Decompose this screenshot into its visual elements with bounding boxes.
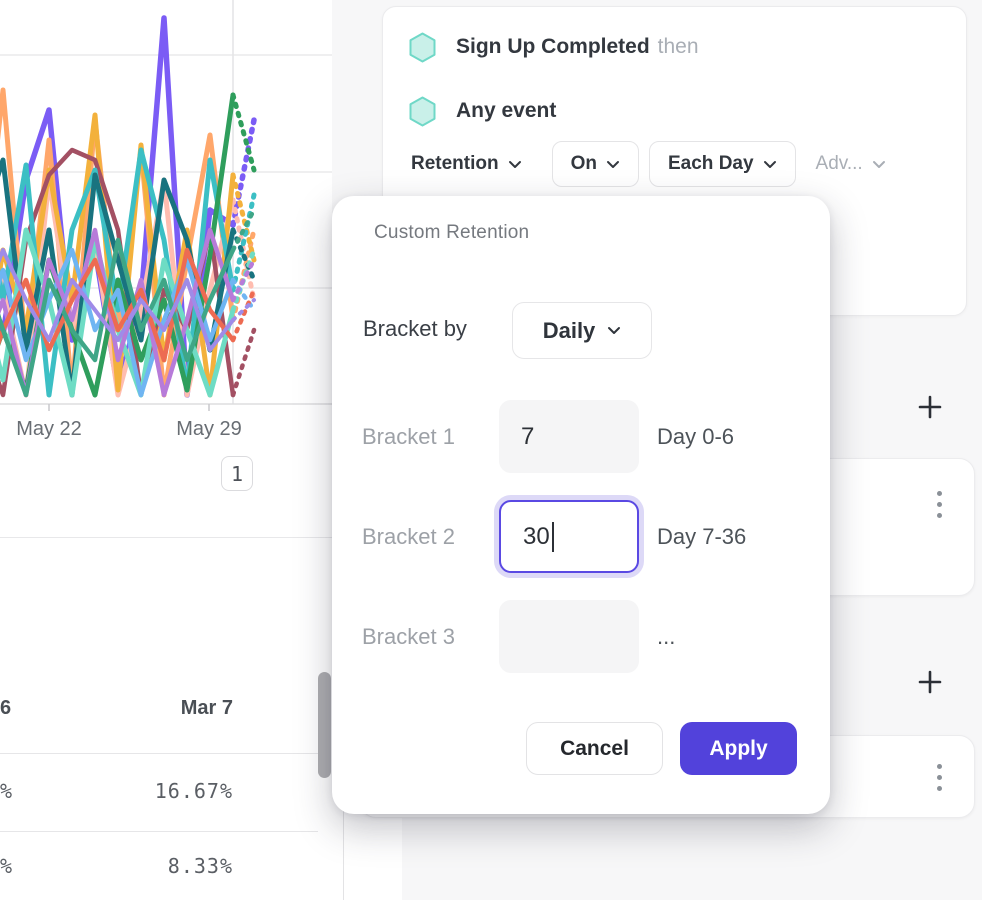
bracket-by-label: Bracket by bbox=[363, 316, 467, 341]
bracket-1-label: Bracket 1 bbox=[362, 423, 455, 449]
on-dropdown[interactable]: On bbox=[551, 141, 639, 187]
text-caret bbox=[551, 521, 554, 552]
kebab-menu-icon[interactable] bbox=[937, 764, 942, 791]
granularity-dropdown[interactable]: Each Day bbox=[649, 141, 796, 187]
bracket-3-label: Bracket 3 bbox=[362, 623, 455, 649]
funnel-step-1[interactable]: Sign Up Completed then bbox=[409, 31, 699, 63]
table-divider bbox=[0, 753, 318, 754]
step-event-name: Any event bbox=[456, 99, 557, 122]
x-axis-tick-label: May 22 bbox=[16, 418, 82, 440]
step-event-name: Sign Up Completed then bbox=[456, 35, 699, 58]
bracket-2-range: Day 7-36 bbox=[657, 523, 747, 549]
advanced-dropdown[interactable]: Adv... bbox=[816, 153, 886, 175]
table-cell-value: 8.33% bbox=[167, 854, 233, 878]
chart-series-lines bbox=[0, 15, 257, 398]
table-cell-partial: % bbox=[0, 779, 13, 803]
report-panel: May 22 May 29 1 6 Mar 7 % 16.67% % 8.33% bbox=[0, 0, 332, 900]
bracket-1-range: Day 0-6 bbox=[657, 423, 735, 449]
chevron-down-icon bbox=[763, 160, 776, 168]
measurement-dropdown[interactable]: Retention bbox=[401, 153, 532, 175]
retention-line-chart bbox=[0, 0, 332, 411]
cancel-button[interactable]: Cancel bbox=[526, 722, 663, 775]
step-connector: then bbox=[657, 35, 699, 58]
measurement-controls: Retention On Each Day Adv... bbox=[401, 141, 886, 187]
bracket-2-input[interactable]: 30 bbox=[499, 500, 639, 573]
modal-title: Custom Retention bbox=[374, 222, 530, 243]
bracket-by-dropdown[interactable]: Daily bbox=[512, 302, 652, 359]
event-hexagon-icon bbox=[409, 96, 436, 126]
table-header-mar7: Mar 7 bbox=[180, 697, 233, 719]
chevron-down-icon bbox=[872, 160, 885, 168]
x-axis-tick-label: May 29 bbox=[176, 418, 242, 440]
apply-button[interactable]: Apply bbox=[680, 722, 797, 775]
kebab-menu-icon[interactable] bbox=[937, 491, 942, 518]
bracket-2-label: Bracket 2 bbox=[362, 523, 455, 549]
chevron-down-icon bbox=[508, 160, 521, 168]
bracket-3-range: ... bbox=[657, 623, 676, 649]
table-cell-value: 16.67% bbox=[154, 779, 233, 803]
custom-retention-modal: Custom Retention Bracket by Daily Bracke… bbox=[332, 196, 830, 814]
bracket-row-3: Bracket 3 ... bbox=[332, 600, 830, 673]
add-section-button[interactable] bbox=[918, 670, 942, 694]
section-divider bbox=[0, 537, 332, 538]
chevron-down-icon bbox=[608, 327, 621, 334]
chevron-down-icon bbox=[607, 160, 619, 168]
table-divider bbox=[0, 831, 318, 832]
event-hexagon-icon bbox=[409, 32, 436, 62]
bracket-1-input[interactable]: 7 bbox=[499, 400, 639, 473]
funnel-step-2[interactable]: Any event bbox=[409, 95, 556, 127]
bracket-3-input[interactable] bbox=[499, 600, 639, 673]
add-section-button[interactable] bbox=[918, 395, 942, 419]
pagination-page-button[interactable]: 1 bbox=[221, 456, 253, 491]
bracket-row-1: Bracket 1 7 Day 0-6 bbox=[332, 400, 830, 473]
scrollbar-thumb[interactable] bbox=[318, 672, 331, 778]
table-cell-partial: % bbox=[0, 854, 13, 878]
bracket-row-2: Bracket 2 30 Day 7-36 bbox=[332, 500, 830, 573]
table-header-partial: 6 bbox=[0, 697, 12, 719]
